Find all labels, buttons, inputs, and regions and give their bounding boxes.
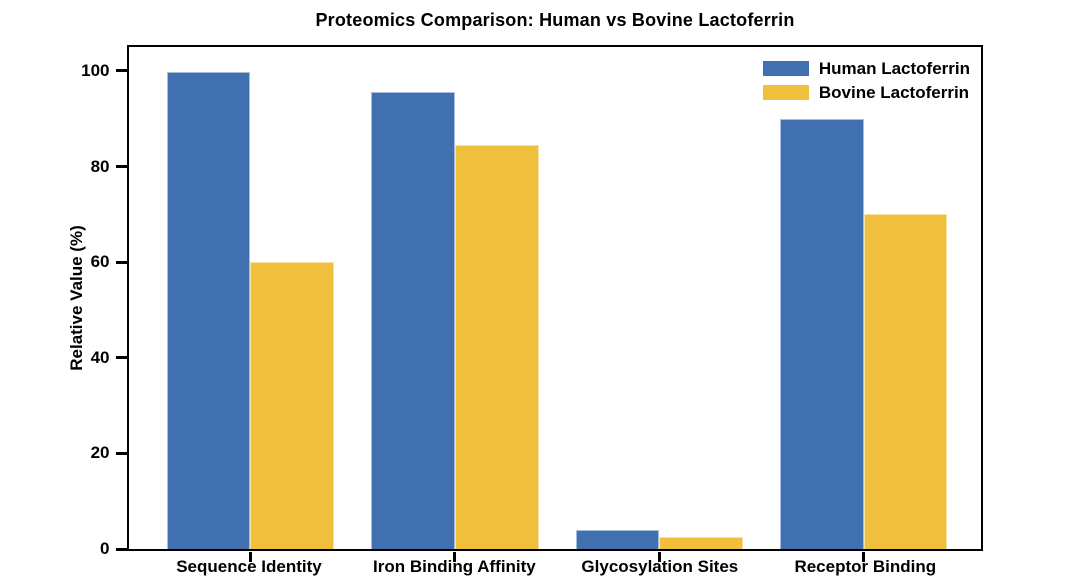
bar [780,118,864,549]
legend: Human Lactoferrin Bovine Lactoferrin [762,59,970,102]
x-axis-labels: Sequence Identity Iron Binding Affinity Gl… [127,557,983,579]
y-tick-label: 60 [90,252,110,272]
legend-item: Human Lactoferrin [762,59,970,78]
bar [659,537,744,549]
x-tick-mark [657,551,661,562]
y-tick-mark [115,356,127,360]
y-tick-mark [115,451,127,455]
y-tick-label: 0 [100,539,110,558]
bar-group [575,47,744,549]
x-category-label: Iron Binding Affinity [373,557,536,576]
bar [166,71,251,549]
x-tick-mark [248,551,252,562]
plot-area: 0 20 40 60 80 100 Human Lactoferrin Bovine Lac… [81,45,983,562]
bar [454,145,539,549]
legend-swatch [762,61,809,76]
bar-group [371,47,539,549]
x-tick-mark [862,551,866,562]
y-axis-label: Relative Value (%) [67,225,86,371]
y-tick-label: 20 [90,443,110,463]
x-category-label: Glycosylation Sites [581,557,739,576]
chart-title: Proteomics Comparison: Human vs Bovine L… [315,10,795,30]
y-tick-label: 40 [90,347,110,367]
x-tick-mark [453,551,457,562]
legend-label: Human Lactoferrin [818,59,970,78]
legend-swatch [762,85,809,100]
x-category-label: Receptor Binding [794,557,937,576]
bar-group [780,47,948,549]
y-tick-label: 100 [81,60,110,80]
bars-layer [129,47,981,549]
bar [863,214,948,549]
bar [371,92,455,549]
legend-item: Bovine Lactoferrin [762,83,970,102]
bar-group [166,47,335,549]
y-tick-mark [115,165,127,169]
y-tick-label: 80 [90,156,110,176]
legend-label: Bovine Lactoferrin [818,83,970,102]
bar [575,529,660,549]
y-tick-mark [115,547,127,551]
y-tick-mark [115,260,127,264]
x-category-label: Sequence Identity [176,557,322,576]
y-tick-mark [115,69,127,73]
bar [250,262,335,549]
